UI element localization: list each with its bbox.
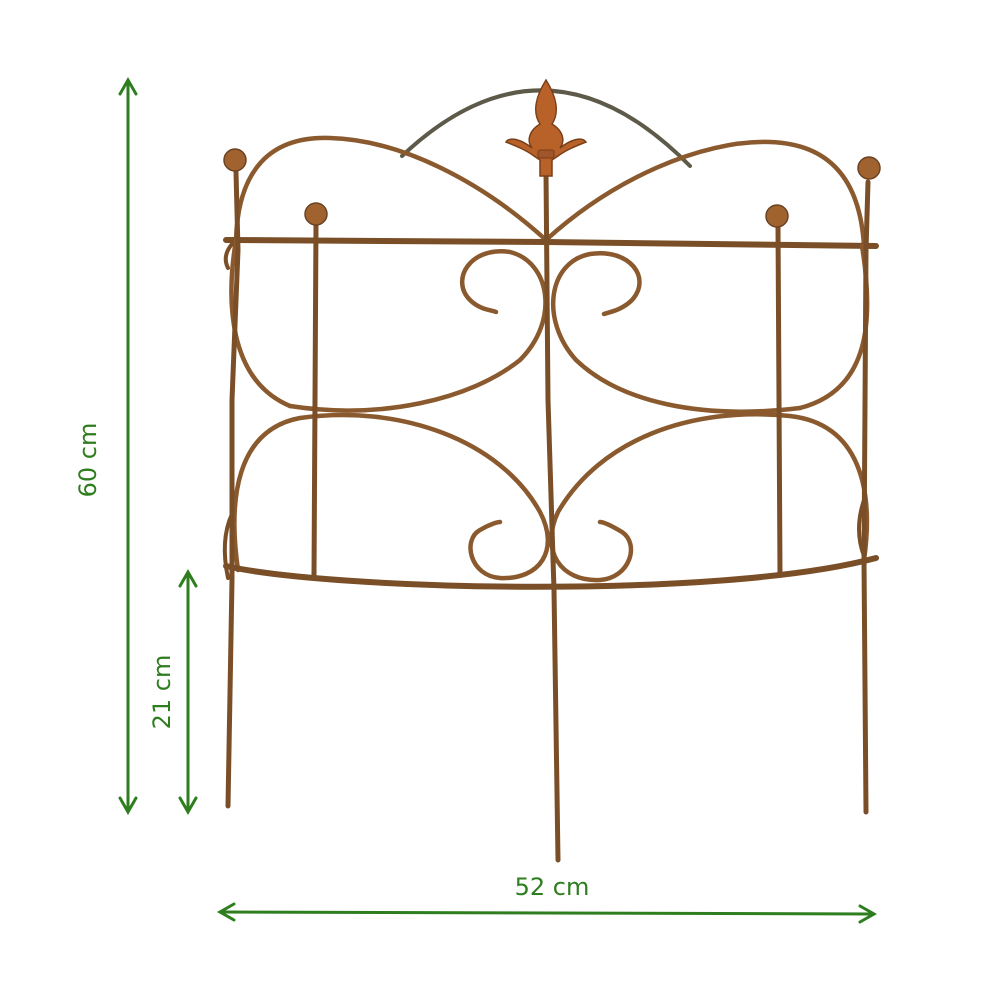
fence-panel (222, 78, 881, 863)
left-inner-post (311, 221, 319, 579)
stake-dimension: 21 cm (148, 568, 198, 816)
height-arrow-bottom (118, 796, 138, 816)
stake-arrow-top (178, 568, 198, 588)
upper-swoop-right (543, 139, 867, 249)
left-hook-upper (223, 242, 234, 270)
fleur-de-lis-finial (504, 78, 588, 177)
width-label: 52 cm (515, 873, 590, 901)
right-inner-post (775, 223, 783, 577)
center-post (543, 169, 561, 863)
left-hook-lower (222, 512, 234, 580)
width-dimension: 52 cm (216, 873, 878, 924)
height-arrow-top (118, 76, 138, 96)
lower-swoop-left (232, 412, 551, 581)
height-dimension: 60 cm (74, 76, 138, 816)
upper-swoop-left (233, 135, 549, 243)
stake-label: 21 cm (148, 655, 176, 730)
bottom-rail (223, 555, 879, 590)
width-arrow-right (858, 904, 878, 924)
finial-ball-right-inner (765, 204, 789, 228)
finial-ball-left-inner (304, 202, 328, 226)
right-hook-lower (857, 498, 866, 558)
right-outer-post (861, 179, 871, 815)
middle-scroll-right (551, 250, 803, 414)
middle-scroll-left (287, 249, 548, 413)
width-measure-line (221, 910, 873, 916)
finial-ball-left-outer (223, 148, 247, 172)
width-arrow-left (216, 902, 236, 922)
left-outer-post (225, 169, 241, 809)
height-label: 60 cm (74, 423, 102, 498)
stake-arrow-bottom (178, 796, 198, 816)
finial-ball-right-outer (857, 156, 881, 180)
lower-swoop-right (549, 412, 870, 583)
